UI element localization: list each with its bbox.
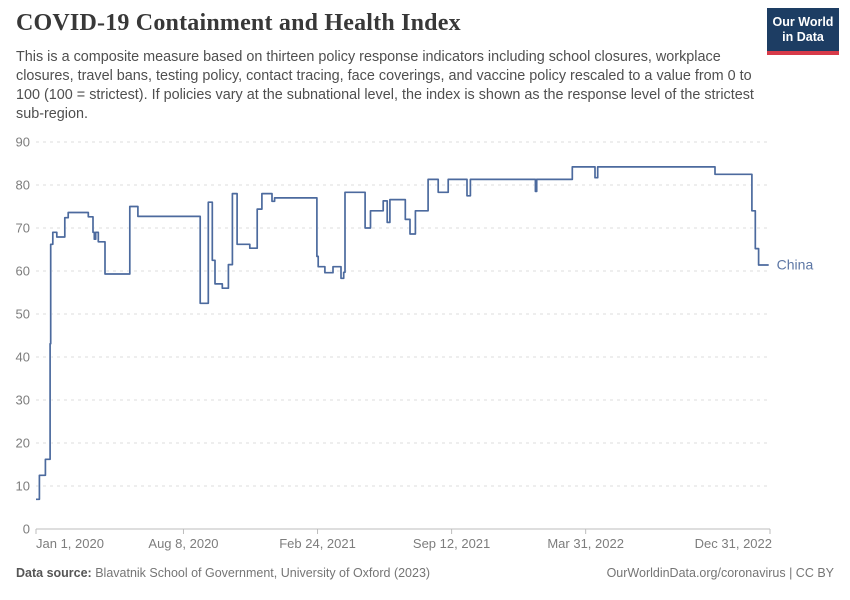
y-axis-tick-label: 60 <box>16 264 30 279</box>
x-axis-tick-label: Feb 24, 2021 <box>279 536 356 551</box>
y-axis-tick-label: 0 <box>23 522 30 537</box>
page-title: COVID-19 Containment and Health Index <box>16 10 461 36</box>
license-label: | CC BY <box>785 566 834 580</box>
chart-svg[interactable]: 0 10 20 30 40 50 60 70 80 90 Jan 1, 2020 Aug 8, 202… <box>0 128 850 560</box>
owid-logo: Our World in Data <box>767 8 839 55</box>
chart-subtitle: This is a composite measure based on thi… <box>16 49 754 122</box>
y-axis-tick-label: 50 <box>16 307 30 322</box>
y-axis-tick-label: 40 <box>16 350 30 365</box>
x-axis-tick-label: Jan 1, 2020 <box>36 536 104 551</box>
china-line[interactable] <box>36 166 769 501</box>
chart[interactable]: 0 10 20 30 40 50 60 70 80 90 Jan 1, 2020 Aug 8, 202… <box>0 128 850 560</box>
data-source: Data source: Blavatnik School of Governm… <box>16 566 430 580</box>
y-axis-tick-label: 30 <box>16 393 30 408</box>
footer-credits: OurWorldinData.org/coronavirus | CC BY <box>607 566 834 580</box>
y-axis-tick-label: 80 <box>16 178 30 193</box>
x-axis-tick-label: Dec 31, 2022 <box>695 536 772 551</box>
site-link[interactable]: OurWorldinData.org/coronavirus <box>606 566 786 580</box>
x-axis-tick-label: Aug 8, 2020 <box>148 536 218 551</box>
y-axis-tick-label: 70 <box>16 221 30 236</box>
y-axis-tick-label: 90 <box>16 135 30 150</box>
data-source-value: Blavatnik School of Government, Universi… <box>91 566 431 580</box>
x-axis-tick-label: Sep 12, 2021 <box>413 536 490 551</box>
y-axis-tick-label: 10 <box>16 479 30 494</box>
data-source-label: Data source: <box>16 566 92 580</box>
owid-logo-line1: Our World <box>772 15 834 29</box>
x-axis-tick-label: Mar 31, 2022 <box>547 536 624 551</box>
entity-label: China <box>777 256 814 272</box>
y-axis-tick-label: 20 <box>16 436 30 451</box>
owid-logo-line2: in Data <box>782 30 824 44</box>
chart-footer: Data source: Blavatnik School of Governm… <box>16 566 834 580</box>
